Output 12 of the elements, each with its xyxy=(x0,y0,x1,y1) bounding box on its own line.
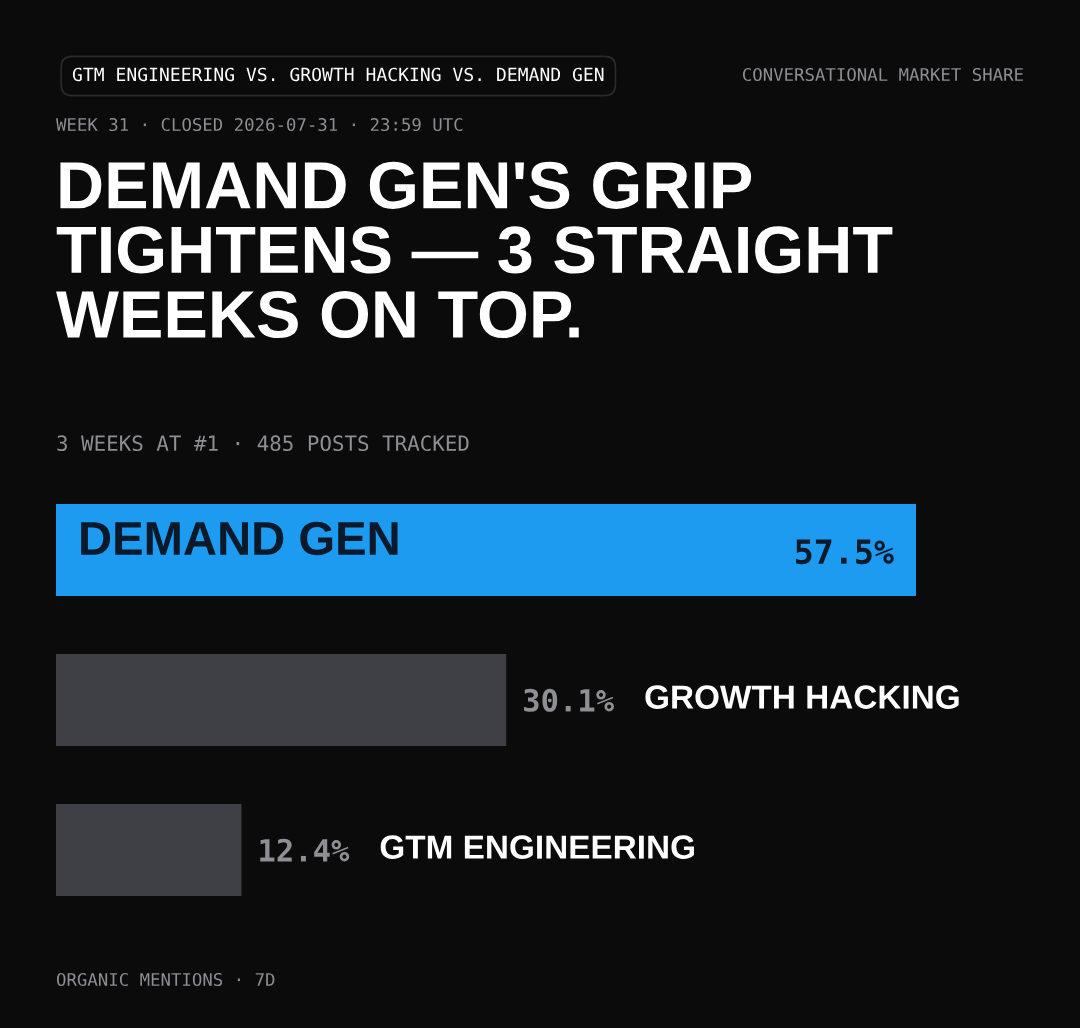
chart-subtitle: 3 WEEKS AT #1 · 485 POSTS TRACKED xyxy=(57,435,469,452)
text: ORGANIC MENTIONS · 7D xyxy=(56,972,275,987)
y-tick-label: GROWTH HACKING xyxy=(645,685,959,709)
y-tick-label: DEMAND GEN xyxy=(81,521,398,556)
data-label: 30.1% xyxy=(524,688,614,712)
text: CONVERSATIONAL MARKET SHARE xyxy=(742,67,1023,82)
y-tick-label: GTM ENGINEERING xyxy=(380,835,694,859)
chart-title: DEMAND GEN'S GRIP TIGHTENS — 3 STRAIGHT WEEKS ON TOP. xyxy=(56,161,893,339)
data-label: 12.4% xyxy=(260,838,350,862)
text: GTM ENGINEERING VS. GROWTH HACKING VS. DEMAND GEN xyxy=(72,67,604,82)
data-label: 57.5% xyxy=(795,539,894,565)
text: WEEK 31 · CLOSED 2026-07-31 · 23:59 UTC xyxy=(56,117,463,132)
